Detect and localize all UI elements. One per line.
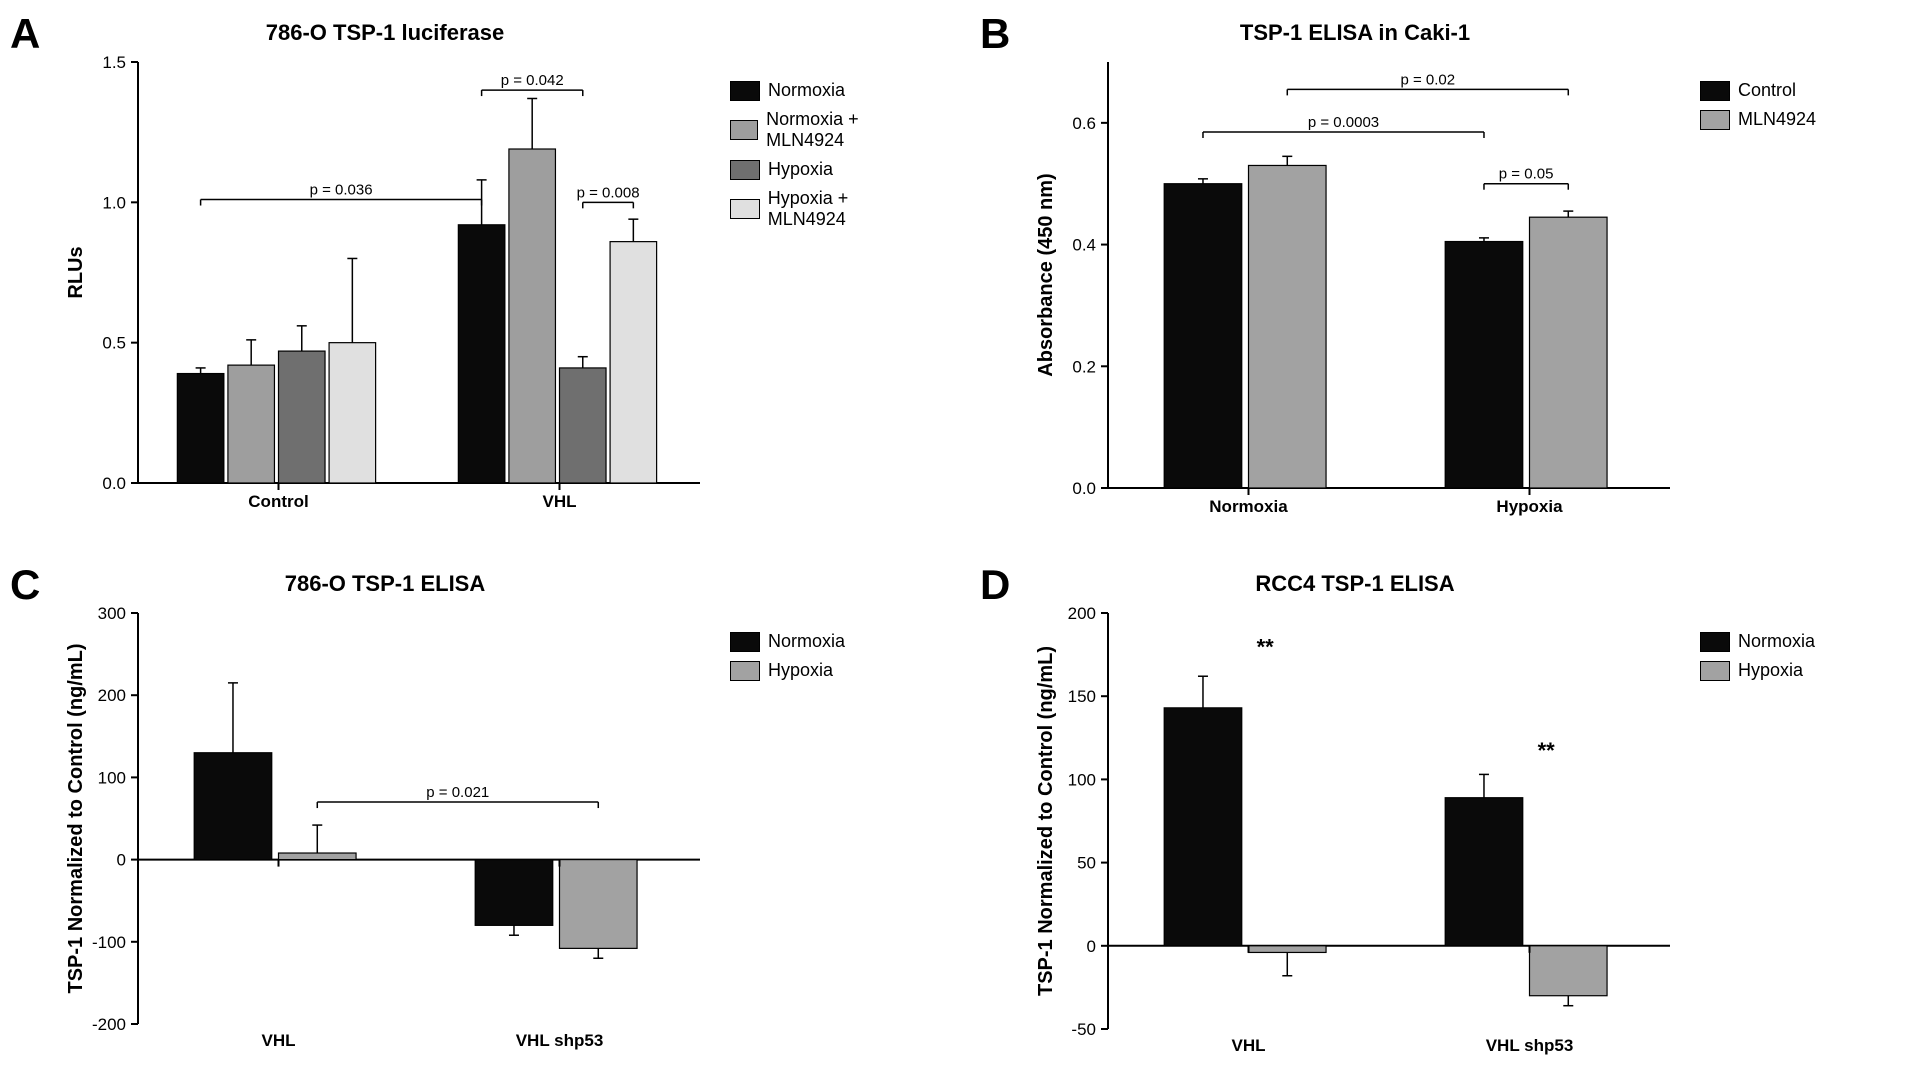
svg-text:Absorbance (450 nm): Absorbance (450 nm) xyxy=(1035,173,1057,376)
legend-item: MLN4924 xyxy=(1700,109,1900,130)
legend-swatch xyxy=(1700,110,1730,130)
chart-C-canvas: -200 -100 0 100 200 300 TSP-1 Normalized to Co… xyxy=(60,603,710,1082)
legend-swatch xyxy=(730,160,760,180)
legend-swatch xyxy=(730,661,760,681)
legend-item: Normoxia xyxy=(730,631,930,652)
legend-item: Hypoxia xyxy=(1700,660,1900,681)
legend-C: Normoxia Hypoxia xyxy=(710,571,930,1082)
svg-text:p = 0.036: p = 0.036 xyxy=(310,182,373,199)
legend-item: Normoxia xyxy=(730,80,930,101)
legend-swatch xyxy=(1700,81,1730,101)
legend-item: Control xyxy=(1700,80,1900,101)
legend-label: Hypoxia + MLN4924 xyxy=(768,188,930,230)
legend-B: Control MLN4924 xyxy=(1680,20,1900,541)
legend-item: Normoxia + MLN4924 xyxy=(730,109,930,151)
chart-D-canvas: -50 0 50 100 150 200 TSP-1 Normalized to Contr… xyxy=(1030,603,1680,1082)
svg-text:TSP-1 Normalized to Control (n: TSP-1 Normalized to Control (ng/mL) xyxy=(1035,646,1057,996)
legend-label: Normoxia + MLN4924 xyxy=(766,109,930,151)
legend-swatch xyxy=(730,199,760,219)
chart-C-title: 786-O TSP-1 ELISA xyxy=(60,571,710,597)
chart-A-title: 786-O TSP-1 luciferase xyxy=(60,20,710,46)
panel-D: D RCC4 TSP-1 ELISA -50050100150200TSP-1 … xyxy=(990,571,1900,1082)
legend-label: Hypoxia xyxy=(1738,660,1803,681)
svg-text:VHL shp53: VHL shp53 xyxy=(516,1031,604,1050)
legend-label: MLN4924 xyxy=(1738,109,1816,130)
chart-D-wrap: RCC4 TSP-1 ELISA -50 0 50 100 150 200 TSP-1 No… xyxy=(990,571,1680,1082)
legend-D: Normoxia Hypoxia xyxy=(1680,571,1900,1082)
svg-text:VHL: VHL xyxy=(262,1031,296,1050)
svg-text:p = 0.021: p = 0.021 xyxy=(426,784,489,801)
svg-text:200: 200 xyxy=(1068,604,1096,623)
svg-text:p = 0.008: p = 0.008 xyxy=(577,184,640,201)
panel-letter-D: D xyxy=(980,561,1010,609)
legend-swatch xyxy=(730,81,760,101)
panel-B: B TSP-1 ELISA in Caki-1 0.00.20.40.6Abso… xyxy=(990,20,1900,541)
svg-text:VHL: VHL xyxy=(1232,1036,1266,1055)
legend-label: Control xyxy=(1738,80,1796,101)
svg-text:0: 0 xyxy=(117,851,126,870)
figure-grid: A 786-O TSP-1 luciferase 0.00.51.01.5RLU… xyxy=(20,20,1900,1072)
svg-text:-50: -50 xyxy=(1071,1020,1096,1039)
svg-text:p = 0.05: p = 0.05 xyxy=(1499,166,1554,183)
chart-A-canvas: 0.0 0.5 1.0 1.5 RLUs Control VHL p = 0.036 p = 0… xyxy=(60,52,710,541)
svg-text:0.2: 0.2 xyxy=(1072,357,1096,376)
chart-D-title: RCC4 TSP-1 ELISA xyxy=(1030,571,1680,597)
panel-letter-A: A xyxy=(10,10,40,58)
legend-swatch xyxy=(730,120,758,140)
legend-item: Normoxia xyxy=(1700,631,1900,652)
svg-text:150: 150 xyxy=(1068,687,1096,706)
chart-B-canvas: 0.0 0.2 0.4 0.6 Absorbance (450 nm) Normoxia H… xyxy=(1030,52,1680,541)
svg-text:1.5: 1.5 xyxy=(102,53,126,72)
svg-text:0.0: 0.0 xyxy=(1072,479,1096,498)
svg-text:TSP-1 Normalized to Control (n: TSP-1 Normalized to Control (ng/mL) xyxy=(65,644,87,994)
chart-A-wrap: 786-O TSP-1 luciferase 0.0 0.5 1.0 1.5 RLUs C… xyxy=(20,20,710,541)
svg-text:p = 0.0003: p = 0.0003 xyxy=(1308,114,1379,131)
svg-text:50: 50 xyxy=(1077,854,1096,873)
svg-text:Control: Control xyxy=(248,492,308,511)
chart-C-wrap: 786-O TSP-1 ELISA -200 -100 0 100 200 300 TSP-… xyxy=(20,571,710,1082)
svg-text:p = 0.02: p = 0.02 xyxy=(1400,71,1455,88)
legend-item: Hypoxia + MLN4924 xyxy=(730,188,930,230)
legend-A: Normoxia Normoxia + MLN4924 Hypoxia Hypoxia… xyxy=(710,20,930,541)
svg-text:-200: -200 xyxy=(92,1015,126,1034)
legend-swatch xyxy=(1700,661,1730,681)
panel-A: A 786-O TSP-1 luciferase 0.00.51.01.5RLU… xyxy=(20,20,930,541)
legend-label: Normoxia xyxy=(1738,631,1815,652)
svg-text:200: 200 xyxy=(98,686,126,705)
svg-text:0.0: 0.0 xyxy=(102,474,126,493)
chart-B-wrap: TSP-1 ELISA in Caki-1 0.0 0.2 0.4 0.6 Absorb… xyxy=(990,20,1680,541)
svg-text:1.0: 1.0 xyxy=(102,193,126,212)
svg-text:0.6: 0.6 xyxy=(1072,114,1096,133)
svg-text:300: 300 xyxy=(98,604,126,623)
svg-text:0.4: 0.4 xyxy=(1072,236,1096,255)
legend-label: Hypoxia xyxy=(768,159,833,180)
panel-letter-C: C xyxy=(10,561,40,609)
legend-item: Hypoxia xyxy=(730,159,930,180)
svg-text:-100: -100 xyxy=(92,933,126,952)
svg-text:VHL: VHL xyxy=(543,492,577,511)
legend-item: Hypoxia xyxy=(730,660,930,681)
panel-C: C 786-O TSP-1 ELISA -200-1000100200300TS… xyxy=(20,571,930,1082)
panel-letter-B: B xyxy=(980,10,1010,58)
svg-text:VHL shp53: VHL shp53 xyxy=(1486,1036,1574,1055)
svg-text:0.5: 0.5 xyxy=(102,334,126,353)
svg-text:100: 100 xyxy=(98,768,126,787)
svg-text:100: 100 xyxy=(1068,770,1096,789)
legend-swatch xyxy=(730,632,760,652)
svg-text:RLUs: RLUs xyxy=(65,246,87,298)
svg-text:p = 0.042: p = 0.042 xyxy=(501,72,564,89)
svg-text:**: ** xyxy=(1257,635,1275,660)
svg-text:Hypoxia: Hypoxia xyxy=(1496,497,1563,516)
legend-swatch xyxy=(1700,632,1730,652)
chart-B-title: TSP-1 ELISA in Caki-1 xyxy=(1030,20,1680,46)
svg-text:**: ** xyxy=(1538,738,1556,763)
legend-label: Normoxia xyxy=(768,631,845,652)
svg-text:Normoxia: Normoxia xyxy=(1209,497,1288,516)
svg-text:0: 0 xyxy=(1087,937,1096,956)
legend-label: Normoxia xyxy=(768,80,845,101)
legend-label: Hypoxia xyxy=(768,660,833,681)
